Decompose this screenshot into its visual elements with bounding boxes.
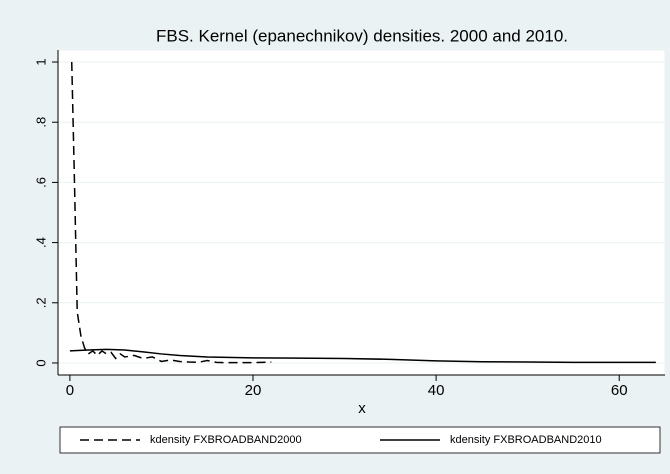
y-tick-label: 0	[33, 359, 48, 366]
y-tick-label: .8	[33, 117, 48, 128]
x-tick-label: 0	[66, 382, 74, 399]
chart-title: FBS. Kernel (epanechnikov) densities. 20…	[156, 26, 568, 45]
series-line	[70, 62, 272, 364]
x-tick-label: 20	[245, 382, 262, 399]
x-tick-label: 40	[428, 382, 445, 399]
series-line	[69, 348, 656, 364]
legend	[59, 426, 661, 454]
y-tick-label: .2	[33, 297, 48, 308]
x-axis-label: x	[358, 400, 366, 417]
y-tick-label: 1	[33, 58, 48, 65]
y-tick-label: .6	[33, 177, 48, 188]
legend-label: kdensity FXBROADBAND2010	[450, 434, 602, 446]
y-tick-label: .4	[33, 237, 48, 248]
plot-area	[57, 49, 666, 376]
legend-label: kdensity FXBROADBAND2000	[150, 434, 302, 446]
x-tick-label: 60	[611, 382, 628, 399]
